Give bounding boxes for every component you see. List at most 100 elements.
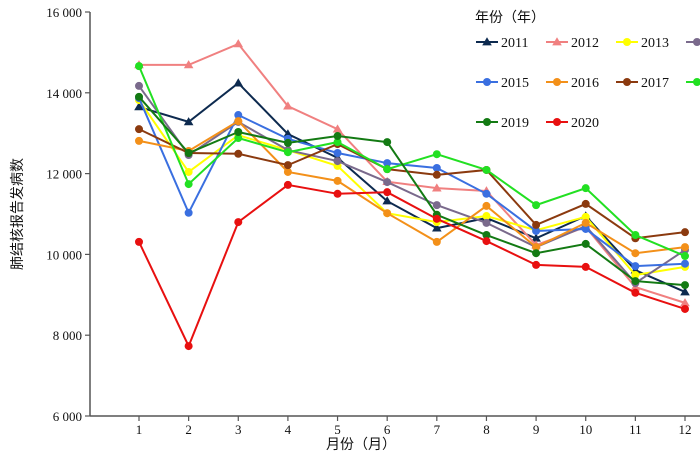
legend: 年份（年） 2011 2012 2013 2014 2015 2016 2017 2018 20… [475,10,700,131]
legend-marker [552,37,562,46]
data-point [532,243,541,252]
data-point [482,165,491,174]
data-point [482,231,491,240]
data-point [631,231,640,240]
data-point [482,212,491,221]
x-tick-label: 1 [136,422,143,437]
data-point [135,92,143,101]
data-point [432,214,441,223]
data-point [432,183,442,192]
x-tick-label: 8 [483,422,490,437]
series-2018 [135,62,689,261]
y-axis-label: 肺结核报告发病数 [10,158,26,270]
legend-item-2013: 2013 [616,36,669,51]
data-point [234,117,243,126]
data-point [283,101,293,110]
data-point [532,249,541,258]
x-tick-label: 12 [679,422,692,437]
data-point [333,176,342,185]
series-line-2013 [138,99,686,277]
y-tick-label: 6 000 [53,409,82,424]
series-group [134,39,690,351]
data-point [234,127,243,136]
series-2019 [135,92,689,290]
data-point [631,288,640,297]
series-2017 [135,125,689,243]
data-point [184,208,193,217]
data-point [581,239,590,248]
data-point [333,132,342,141]
series-2011 [134,78,690,296]
y-tick-label: 8 000 [53,328,82,343]
legend-marker [693,38,700,46]
legend-marker [483,78,491,86]
data-point [234,111,243,120]
data-point [432,163,441,172]
data-point [184,342,193,351]
legend-item-2014: 2014 [686,38,700,46]
data-point [681,252,689,261]
data-point [681,259,689,268]
legend-label: 2020 [571,116,599,131]
data-point [383,209,392,218]
x-tick-label: 9 [533,422,540,437]
legend-item-2016: 2016 [546,76,599,91]
data-point [283,129,293,138]
data-point [532,260,541,269]
data-point [184,148,193,157]
data-point [234,218,243,227]
data-point [681,228,689,237]
data-point [681,243,689,252]
data-point [233,39,244,48]
legend-item-2020: 2020 [546,116,599,131]
data-point [183,117,194,126]
data-point [333,189,342,198]
data-point [283,138,292,147]
data-point [581,224,590,233]
legend-marker [482,37,492,46]
legend-marker [623,38,631,46]
legend-item-2012: 2012 [546,36,599,51]
legend-marker [623,78,631,86]
data-point [432,150,441,159]
data-point [135,237,143,246]
legend-item-2015: 2015 [476,76,529,91]
x-tick-label: 10 [579,422,592,437]
legend-title: 年份（年） [475,10,545,26]
legend-marker [553,118,561,126]
data-point [283,180,292,189]
data-point [383,138,392,147]
series-2016 [135,117,689,258]
legend-item-2019: 2019 [476,116,529,131]
data-point [383,188,392,197]
data-point [383,159,392,168]
legend-item-2017: 2017 [616,76,669,91]
data-point [532,226,541,235]
series-2020 [135,180,689,351]
data-point [333,138,342,147]
data-point [432,170,441,179]
series-line-2017 [138,128,686,240]
data-point [482,201,491,210]
x-tick-label: 4 [285,422,292,437]
data-point [332,124,343,133]
series-2015 [135,94,689,271]
data-point [482,189,491,198]
data-point [432,201,441,210]
data-point [581,262,590,271]
x-tick-label: 6 [384,422,391,437]
legend-label: 2013 [641,36,669,51]
data-point [184,167,193,176]
series-line-2019 [138,96,686,287]
data-point [283,161,292,170]
data-point [581,199,590,208]
legend-label: 2019 [501,116,529,131]
series-line-2015 [138,97,686,268]
data-point [383,165,392,174]
legend-item-2018: 2018 [686,78,700,86]
data-point [333,148,342,157]
data-point [432,237,441,246]
data-point [631,262,640,271]
legend-marker [553,78,561,86]
y-tick-label: 10 000 [46,247,82,262]
